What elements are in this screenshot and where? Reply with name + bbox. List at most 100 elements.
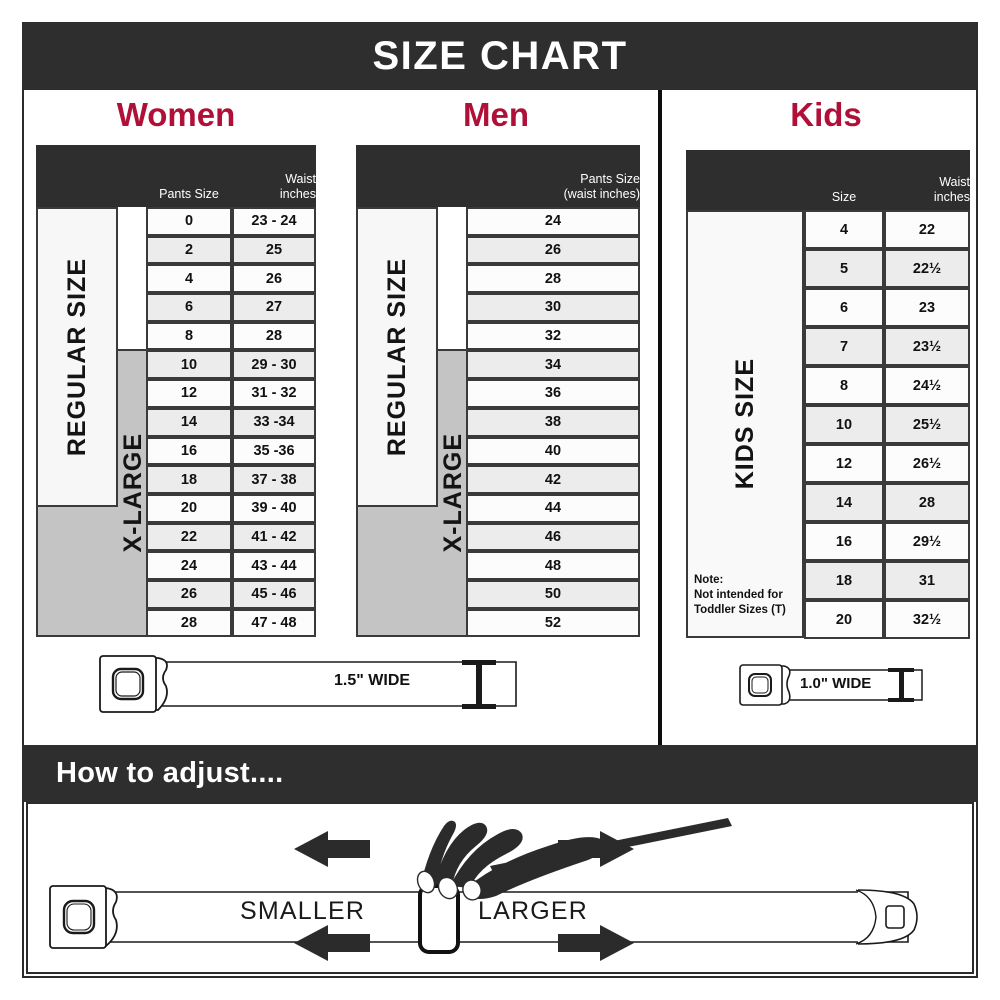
cell-waist: 23 (884, 288, 970, 327)
cell-size: 18 (804, 561, 884, 600)
kids-size-label: KIDS SIZE (730, 358, 759, 490)
cell-size: 8 (804, 366, 884, 405)
kids-col2-header-line2: inches (933, 189, 970, 204)
table-row: 24 (466, 207, 640, 236)
cell-waist: 35 -36 (232, 436, 316, 466)
cell-size: 12 (804, 444, 884, 483)
kids-col2-header: Waist inches (884, 150, 970, 210)
cell-size: 32 (466, 321, 640, 351)
women-belt-width-label: 1.5" WIDE (334, 672, 411, 689)
kids-belt-width-label: 1.0" WIDE (800, 675, 872, 692)
table-row: 12 31 - 32 (146, 379, 316, 408)
table-row: 10 25½ (804, 405, 970, 444)
table-row: 22 41 - 42 (146, 522, 316, 552)
women-regular-panel: REGULAR SIZE (36, 207, 118, 507)
table-row: 20 32½ (804, 600, 970, 639)
cell-size: 12 (146, 379, 232, 408)
cell-size: 6 (146, 293, 232, 322)
table-row: 42 (466, 465, 640, 494)
cell-size: 20 (146, 493, 232, 523)
cell-size: 5 (804, 249, 884, 288)
women-table-header: Pants Size Waist inches (36, 145, 316, 207)
cell-size: 46 (466, 522, 640, 552)
men-regular-panel: REGULAR SIZE (356, 207, 438, 507)
kids-note-line2: Not intended for (694, 589, 783, 602)
table-row: 38 (466, 407, 640, 437)
cell-size: 10 (804, 405, 884, 444)
arrow-smaller-top (294, 831, 370, 867)
cell-waist: 39 - 40 (232, 493, 316, 523)
cell-size: 16 (146, 436, 232, 466)
page-title: SIZE CHART (372, 33, 628, 78)
cell-waist: 22½ (884, 249, 970, 288)
cell-size: 48 (466, 551, 640, 580)
kids-note-line1: Note: (694, 574, 724, 586)
cell-waist: 23 - 24 (232, 207, 316, 236)
cell-waist: 41 - 42 (232, 522, 316, 552)
cell-waist: 28 (232, 321, 316, 351)
cell-size: 42 (466, 465, 640, 494)
section-caption-men: Men (463, 96, 529, 133)
kids-rows: 4 22 5 22½ 6 23 7 23½ 8 24½ 10 25½ 12 26½ 14 28 16 29½ 18 3… (804, 210, 970, 639)
women-col2-header-line2: inches (279, 186, 316, 201)
cell-size: 28 (466, 264, 640, 294)
table-row: 16 29½ (804, 522, 970, 561)
table-row: 26 (466, 235, 640, 265)
table-row: 8 28 (146, 321, 316, 351)
men-table-header: Pants Size (waist inches) (356, 145, 640, 207)
larger-label: LARGER (478, 897, 589, 925)
cell-waist: 26 (232, 264, 316, 294)
title-bar: SIZE CHART (22, 22, 978, 90)
table-row: 6 27 (146, 293, 316, 322)
cell-size: 24 (466, 207, 640, 236)
table-row: 40 (466, 436, 640, 466)
men-rows: 24 26 28 30 32 34 36 38 40 42 44 46 48 50 52 (466, 207, 640, 638)
cell-waist: 23½ (884, 327, 970, 366)
table-row: 44 (466, 493, 640, 523)
cell-waist: 31 (884, 561, 970, 600)
women-xlarge-label: X-LARGE (118, 433, 147, 553)
table-row: 32 (466, 321, 640, 351)
cell-waist: 45 - 46 (232, 579, 316, 609)
kids-note-line3: Toddler Sizes (T) (694, 604, 786, 617)
women-rows: 0 23 - 24 2 25 4 26 6 27 8 28 10 29 - 30 12 31 - 32 14… (146, 207, 316, 638)
kids-note: Note: Not intended for Toddler Sizes (T) (694, 573, 804, 619)
cell-size: 30 (466, 293, 640, 322)
table-row: 24 43 - 44 (146, 551, 316, 580)
section-caption-women: Women (116, 96, 236, 133)
cell-waist: 28 (884, 483, 970, 522)
cell-waist: 31 - 32 (232, 379, 316, 408)
cell-waist: 22 (884, 210, 970, 249)
cell-size: 38 (466, 407, 640, 437)
cell-size: 8 (146, 321, 232, 351)
men-xlarge-label: X-LARGE (438, 433, 467, 553)
cell-size: 28 (146, 608, 232, 638)
cell-size: 20 (804, 600, 884, 639)
men-col-header-line2: (waist inches) (563, 186, 640, 201)
cell-size: 34 (466, 350, 640, 380)
cell-size: 52 (466, 608, 640, 638)
cell-size: 10 (146, 350, 232, 380)
cell-size: 4 (804, 210, 884, 249)
cell-waist: 24½ (884, 366, 970, 405)
kids-col2-header-line1: Waist (939, 175, 970, 190)
cell-size: 4 (146, 264, 232, 294)
cell-waist: 29½ (884, 522, 970, 561)
cell-waist: 25½ (884, 405, 970, 444)
table-row: 18 31 (804, 561, 970, 600)
kids-belt-illustration: 1.0" WIDE (736, 658, 936, 717)
women-col1-header: Pants Size (159, 186, 219, 201)
cell-size: 18 (146, 465, 232, 494)
table-row: 4 26 (146, 264, 316, 294)
table-row: 12 26½ (804, 444, 970, 483)
cell-waist: 26½ (884, 444, 970, 483)
table-row: 50 (466, 579, 640, 609)
adjust-diagram (49, 818, 918, 961)
table-row: 28 (466, 264, 640, 294)
cell-size: 22 (146, 522, 232, 552)
section-divider (658, 90, 662, 745)
arrow-smaller-bottom (294, 925, 370, 961)
table-row: 36 (466, 379, 640, 408)
table-row: 8 24½ (804, 366, 970, 405)
